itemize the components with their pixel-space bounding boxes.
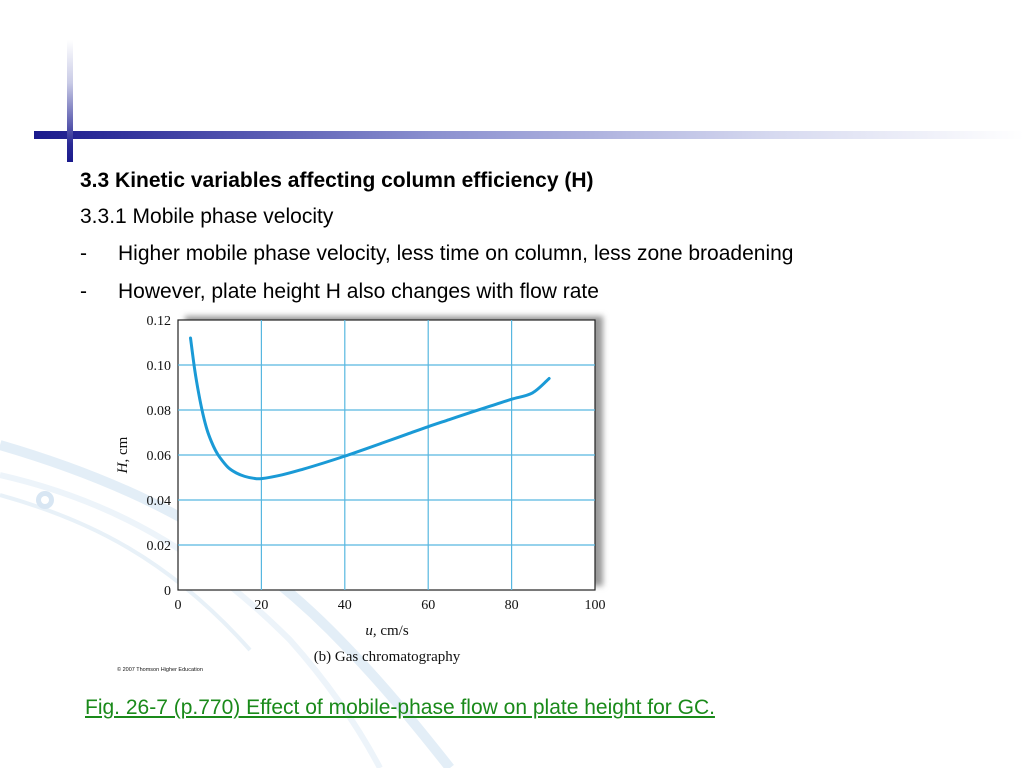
y-tick-label: 0.12 [147, 314, 172, 329]
y-tick-label: 0.08 [147, 404, 172, 419]
series-line [189, 336, 551, 481]
y-axis-label: H, cm [115, 436, 131, 474]
y-tick-label: 0 [164, 584, 171, 599]
y-tick-label: 0.02 [147, 539, 172, 554]
bullet-text: However, plate height H also changes wit… [118, 280, 599, 303]
x-tick-label: 20 [254, 598, 268, 613]
plate-height-chart: 0 20 40 60 80 100 0 0.02 0.04 0.06 0.08 0.10 0.12 H,… [115, 314, 606, 673]
title-bar-vertical [67, 40, 73, 162]
bullet-marker: - [80, 280, 87, 303]
y-tick-label: 0.10 [147, 359, 172, 374]
gridlines [178, 320, 595, 590]
slide-heading: 3.3 Kinetic variables affecting column e… [80, 169, 594, 192]
bullet-text: Higher mobile phase velocity, less time … [118, 242, 794, 265]
x-tick-label: 100 [585, 598, 606, 613]
bullet-item: - However, plate height H also changes wi… [80, 279, 599, 305]
x-axis-label: u, cm/s [365, 623, 408, 639]
y-tick-label: 0.04 [147, 494, 172, 509]
figure-caption-link[interactable]: Fig. 26-7 (p.770) Effect of mobile-phase… [85, 696, 715, 719]
y-tick-label: 0.06 [147, 449, 172, 464]
x-tick-label: 60 [421, 598, 435, 613]
bullet-item: - Higher mobile phase velocity, less time… [80, 241, 793, 267]
x-tick-label: 40 [338, 598, 352, 613]
copyright-credit: © 2007 Thomson Higher Education [117, 666, 203, 673]
x-tick-label: 80 [505, 598, 519, 613]
tick-labels: 0 20 40 60 80 100 0 0.02 0.04 0.06 0.08 0.10 0.12 [147, 314, 606, 613]
x-tick-label: 0 [175, 598, 182, 613]
title-bar-horizontal [34, 131, 1024, 139]
bullet-marker: - [80, 242, 87, 265]
chart-title: (b) Gas chromatography [314, 649, 461, 665]
slide-subheading: 3.3.1 Mobile phase velocity [80, 205, 334, 228]
background-swoosh [0, 440, 454, 768]
